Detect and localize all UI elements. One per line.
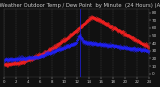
Title: Milwaukee Weather Outdoor Temp / Dew Point  by Minute  (24 Hours) (Alternate): Milwaukee Weather Outdoor Temp / Dew Poi… — [0, 3, 160, 8]
